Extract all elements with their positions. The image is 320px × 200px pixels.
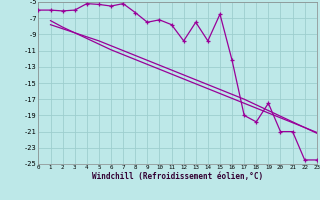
X-axis label: Windchill (Refroidissement éolien,°C): Windchill (Refroidissement éolien,°C)	[92, 172, 263, 181]
